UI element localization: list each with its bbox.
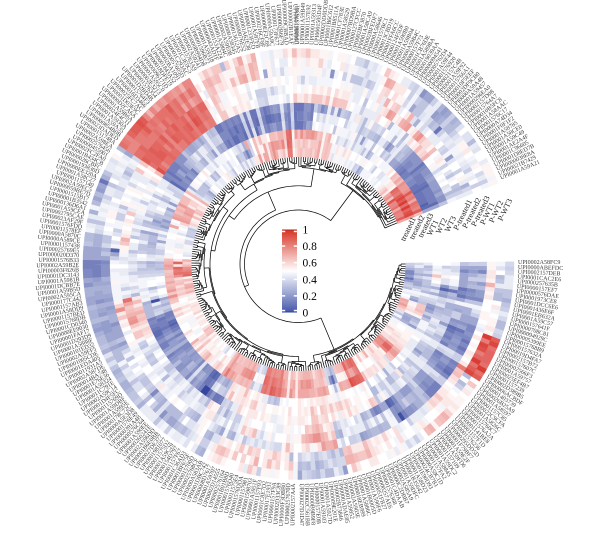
svg-text:UPI0001157E92: UPI0001157E92 [305,4,313,44]
svg-text:UPI000173F677: UPI000173F677 [269,5,279,45]
svg-text:UPI0002D33C89: UPI0002D33C89 [273,482,282,524]
svg-text:UPI0000B9B9F8: UPI0000B9B9F8 [307,483,315,525]
svg-text:UPI0000A5870C: UPI0000A5870C [39,229,81,240]
svg-text:UPI0000157E0B: UPI0000157E0B [312,483,321,525]
svg-text:UPI0000ABEFDC: UPI0000ABEFDC [518,265,563,272]
svg-text:UPI00009E201E: UPI00009E201E [326,481,338,523]
svg-text:UPI000257670D: UPI000257670D [285,483,293,525]
svg-text:UPI0001A5927D: UPI0001A5927D [322,482,333,525]
svg-text:UPI00002B6F79: UPI00002B6F79 [275,4,284,45]
svg-text:UPI0001A5981B: UPI0001A5981B [38,277,80,286]
svg-text:UPI00027D1D47: UPI00027D1D47 [298,483,304,525]
svg-text:UPI000257635B: UPI000257635B [517,279,558,289]
svg-text:UPI00017E1931: UPI00017E1931 [262,481,273,522]
svg-text:UPI0001157438: UPI0001157438 [40,241,80,250]
svg-text:0: 0 [303,308,309,320]
svg-text:0.8: 0.8 [303,241,318,253]
svg-text:UPI0001DCBB7E: UPI0001DCBB7E [35,282,80,292]
svg-text:UPI0000576DAE: UPI0000576DAE [516,289,560,301]
svg-text:UPI00002B1EAF: UPI00002B1EAF [286,2,294,46]
svg-text:UPI0000157EF7: UPI0000157EF7 [516,284,557,294]
svg-text:UPI0001DC3143: UPI0001DC3143 [37,272,79,280]
svg-text:UPI0001576341: UPI0001576341 [295,5,301,45]
svg-text:UPI0001A59103: UPI0001A59103 [317,482,327,523]
svg-text:UPI0000F3DBB0: UPI0000F3DBB0 [279,483,288,527]
svg-text:UPI0002A59B2E: UPI0002A59B2E [36,263,79,270]
svg-text:UPI000020D370: UPI000020D370 [38,252,79,259]
svg-text:0.4: 0.4 [303,274,318,286]
svg-text:UPI0001CAC2E6: UPI0001CAC2E6 [517,274,561,283]
svg-text:UPI00025769E5: UPI00025769E5 [39,246,80,254]
svg-text:UPI0002157DEB: UPI0002157DEB [518,270,561,278]
svg-text:1: 1 [303,225,309,237]
svg-text:0.2: 0.2 [303,291,318,303]
svg-text:UPI0001A59313: UPI0001A59313 [309,4,318,45]
svg-text:UPI0001A59B5D: UPI0001A59B5D [37,286,81,297]
svg-text:UPI0002DD0DDB: UPI0002DD0DDB [319,0,330,46]
svg-text:UPI000128435C: UPI000128435C [292,4,299,45]
svg-text:UPI0000A59A8C: UPI0000A59A8C [263,3,274,47]
svg-text:UPI0001505D4F: UPI0001505D4F [314,3,324,45]
svg-text:UPI0001B6C612: UPI0001B6C612 [324,5,335,47]
svg-text:0.6: 0.6 [303,258,318,270]
svg-text:UPI0002A58FC9: UPI0002A58FC9 [518,260,560,266]
svg-text:UPI0000A589CE: UPI0000A589CE [37,235,80,245]
svg-text:UPI00009CBBAD: UPI00009CBBAD [280,0,289,46]
svg-text:UPI00011578EF: UPI00011578EF [41,224,83,236]
svg-text:UPI0001157F9A: UPI0001157F9A [268,481,278,523]
svg-text:UPI00003F826B: UPI00003F826B [38,268,79,275]
svg-text:UPI0002157A4A: UPI0002157A4A [290,483,297,526]
svg-text:UPI0001A59B49: UPI0001A59B49 [300,2,307,44]
svg-text:UPI0001576B33: UPI0001576B33 [38,258,79,264]
svg-text:UPI0002C561BB: UPI0002C561BB [303,483,310,526]
